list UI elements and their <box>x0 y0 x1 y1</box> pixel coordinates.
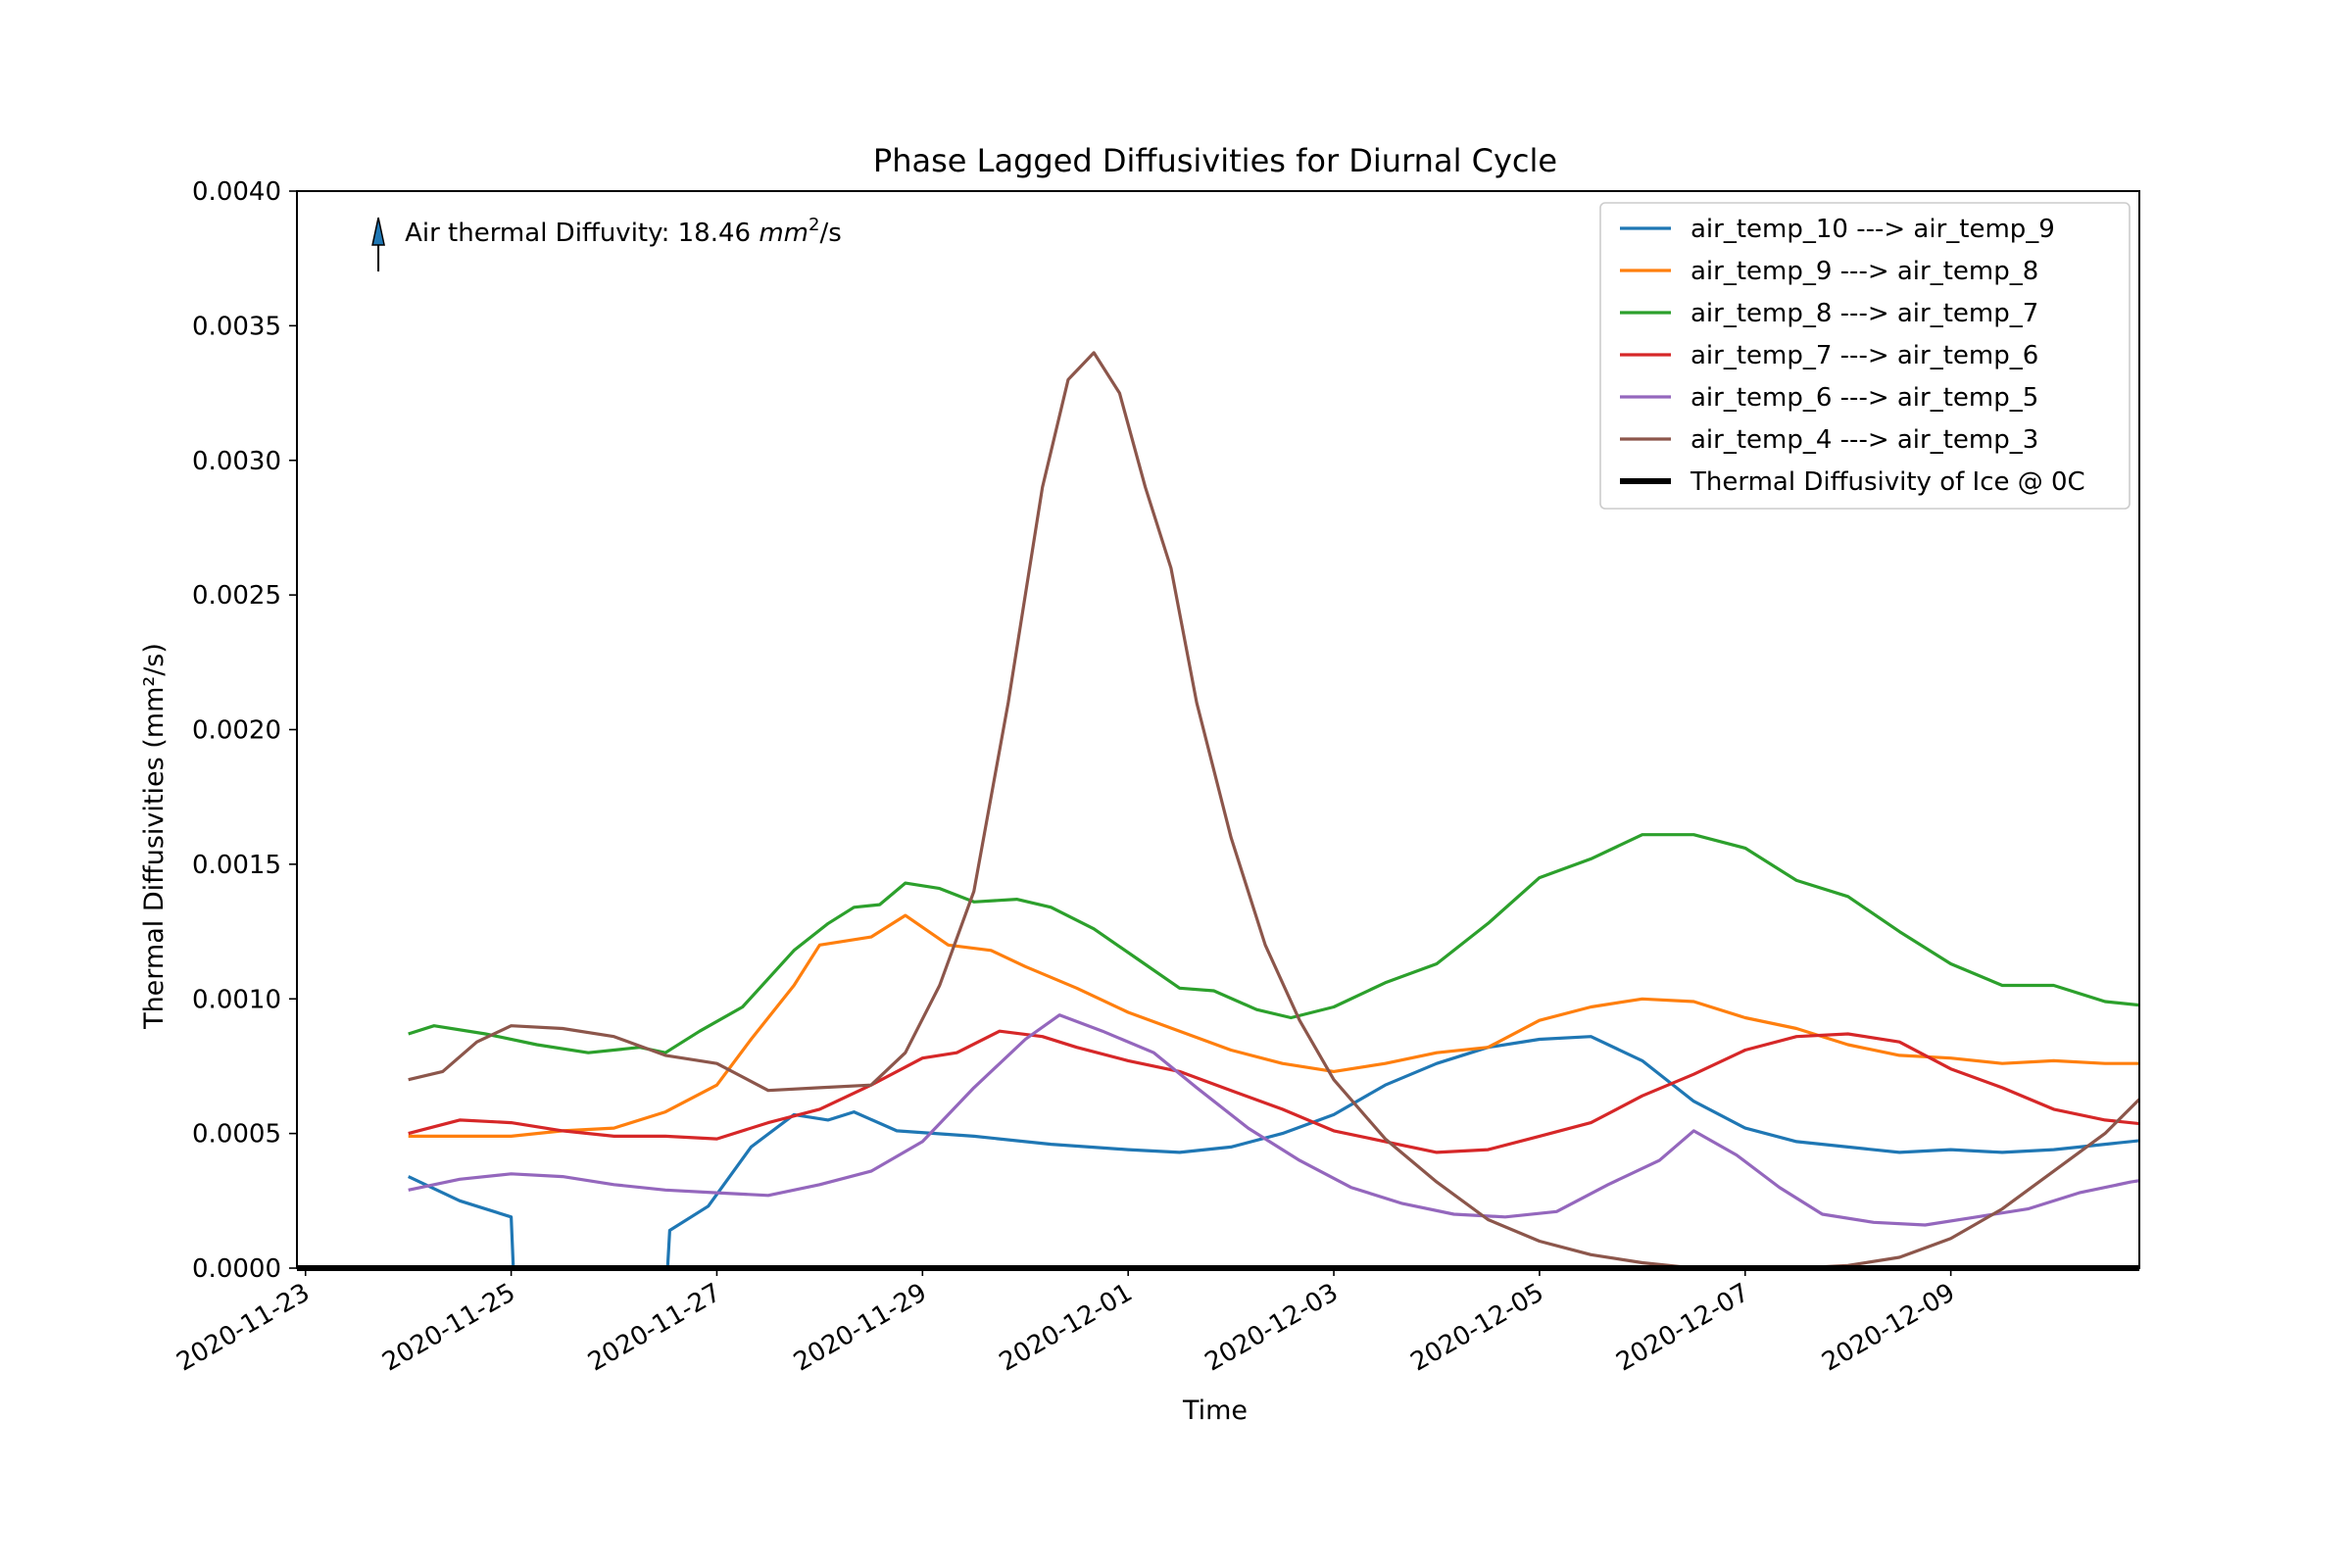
y-tick-label: 0.0010 <box>192 985 281 1014</box>
legend-label: air_temp_7 ---> air_temp_6 <box>1690 341 2038 370</box>
series-line <box>408 913 2139 1138</box>
legend-label: air_temp_9 ---> air_temp_8 <box>1690 257 2038 286</box>
y-tick-label: 0.0025 <box>192 581 281 611</box>
y-axis-label: Thermal Diffusivities (mm²/s) <box>139 643 170 1030</box>
legend: air_temp_10 ---> air_temp_9 air_temp_9 --… <box>1599 202 2131 510</box>
y-tick-label: 0.0015 <box>192 851 281 880</box>
plot-frame <box>296 190 2140 1269</box>
y-tick-label: 0.0020 <box>192 716 281 746</box>
annotation: Air thermal Diffuvity: 18.46 mm2/s <box>371 215 842 271</box>
annotation-text: Air thermal Diffuvity: 18.46 mm2/s <box>405 215 842 248</box>
series-line <box>408 1035 2139 1268</box>
legend-label: air_temp_10 ---> air_temp_9 <box>1690 215 2055 244</box>
y-tick-label: 0.0035 <box>192 312 281 341</box>
y-tick-label: 0.0030 <box>192 447 281 476</box>
y-tick-label: 0.0000 <box>192 1254 281 1284</box>
legend-label: air_temp_6 ---> air_temp_5 <box>1690 383 2038 413</box>
legend-label: air_temp_8 ---> air_temp_7 <box>1690 299 2038 328</box>
arrow-icon <box>371 217 385 246</box>
series-line <box>408 1029 2139 1154</box>
legend-label: air_temp_4 ---> air_temp_3 <box>1690 425 2038 455</box>
legend-box <box>1599 202 2131 510</box>
y-tick-label: 0.0005 <box>192 1120 281 1150</box>
series-line <box>408 1013 2139 1227</box>
x-axis-label: Time <box>1182 1396 1248 1426</box>
chart-title: Phase Lagged Diffusivities for Diurnal C… <box>873 142 1557 179</box>
series-line <box>408 833 2139 1054</box>
y-tick-label: 0.0040 <box>192 177 281 207</box>
legend-label: Thermal Diffusivity of Ice @ 0C <box>1690 467 2085 497</box>
